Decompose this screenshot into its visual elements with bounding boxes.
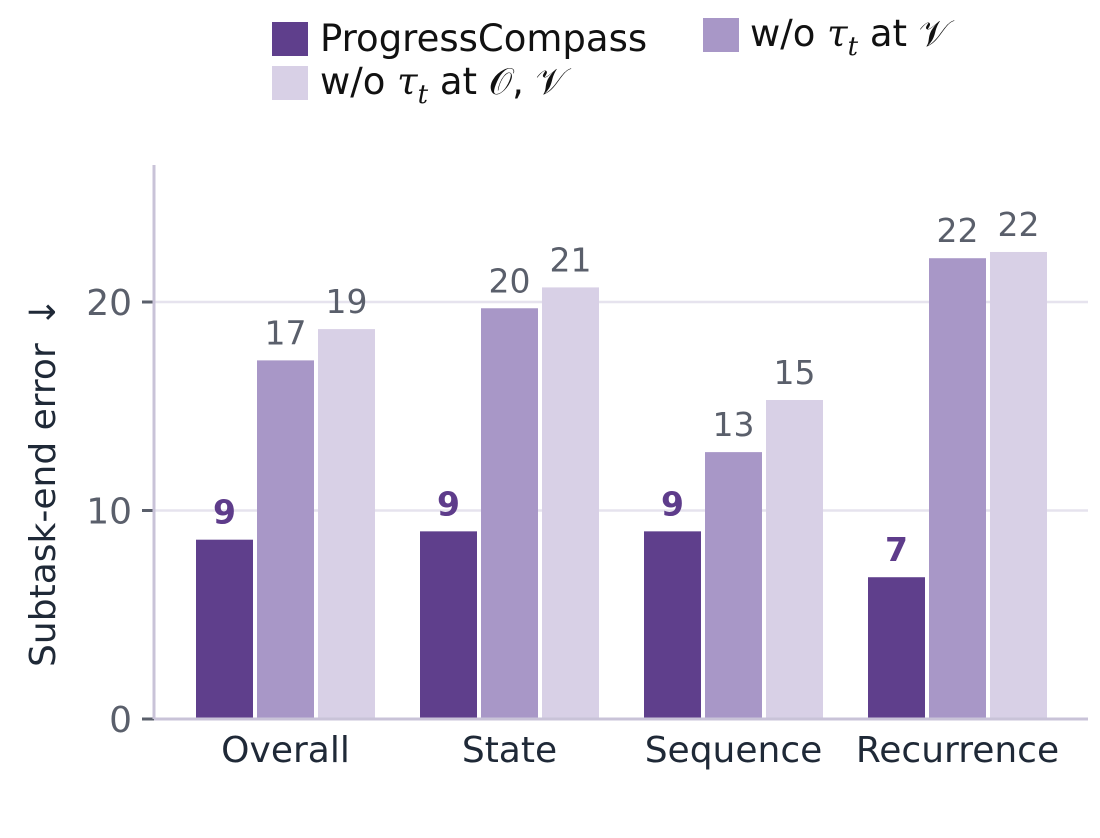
bar-sequence-series-2 xyxy=(766,399,823,719)
x-category-label-sequence: Sequence xyxy=(645,730,823,771)
bar-sequence-series-0 xyxy=(644,531,701,719)
bar-recurrence-series-2 xyxy=(990,251,1047,719)
value-label-state-series-2: 21 xyxy=(550,240,592,279)
value-label-overall-series-2: 19 xyxy=(326,282,368,321)
value-label-state-series-0: 9 xyxy=(437,484,460,523)
legend-swatch-wo-tau-v xyxy=(703,18,739,52)
y-tick-label-20: 20 xyxy=(86,283,132,324)
axes xyxy=(142,165,1088,721)
value-label-sequence-series-2: 15 xyxy=(774,353,816,392)
value-labels: 9 17 19 9 20 21 9 13 15 7 22 22 xyxy=(213,205,1039,569)
legend-swatch-wo-tau-o-v xyxy=(272,66,308,100)
bar-overall-series-2 xyxy=(318,329,375,719)
legend-label-wo-tau-v: w/o τt at 𝒱 xyxy=(750,12,955,62)
bar-sequence-series-1 xyxy=(705,452,762,719)
y-tick-label-10: 10 xyxy=(86,492,132,533)
legend: ProgressCompass w/o τt at 𝒱 w/o τt at 𝒪,… xyxy=(272,12,955,110)
y-tick-label-0: 0 xyxy=(109,700,132,741)
bar-state-series-0 xyxy=(420,531,477,719)
y-axis-title: Subtask-end error↓ xyxy=(23,297,64,667)
x-category-labels: Overall State Sequence Recurrence xyxy=(221,730,1059,771)
value-label-overall-series-0: 9 xyxy=(213,493,236,532)
bar-recurrence-series-1 xyxy=(929,258,986,719)
bar-state-series-1 xyxy=(481,308,538,719)
bar-state-series-2 xyxy=(542,287,599,719)
bar-recurrence-series-0 xyxy=(868,577,925,719)
x-category-label-overall: Overall xyxy=(221,730,350,771)
x-category-label-state: State xyxy=(462,730,557,771)
value-label-state-series-1: 20 xyxy=(489,261,531,300)
legend-label-progresscompass: ProgressCompass xyxy=(320,17,647,60)
legend-swatch-progresscompass xyxy=(272,22,308,56)
y-tick-labels: 0 10 20 xyxy=(86,283,132,741)
bar-overall-series-0 xyxy=(196,539,253,719)
value-label-overall-series-1: 17 xyxy=(265,313,307,352)
value-label-recurrence-series-2: 22 xyxy=(998,205,1040,244)
value-label-sequence-series-1: 13 xyxy=(713,405,755,444)
value-label-recurrence-series-0: 7 xyxy=(885,530,908,569)
value-label-sequence-series-0: 9 xyxy=(661,484,684,523)
x-category-label-recurrence: Recurrence xyxy=(856,730,1059,771)
bars xyxy=(196,251,1047,719)
bar-overall-series-1 xyxy=(257,360,314,719)
legend-label-wo-tau-o-v: w/o τt at 𝒪, 𝒱 xyxy=(320,60,572,110)
value-label-recurrence-series-1: 22 xyxy=(937,211,979,250)
